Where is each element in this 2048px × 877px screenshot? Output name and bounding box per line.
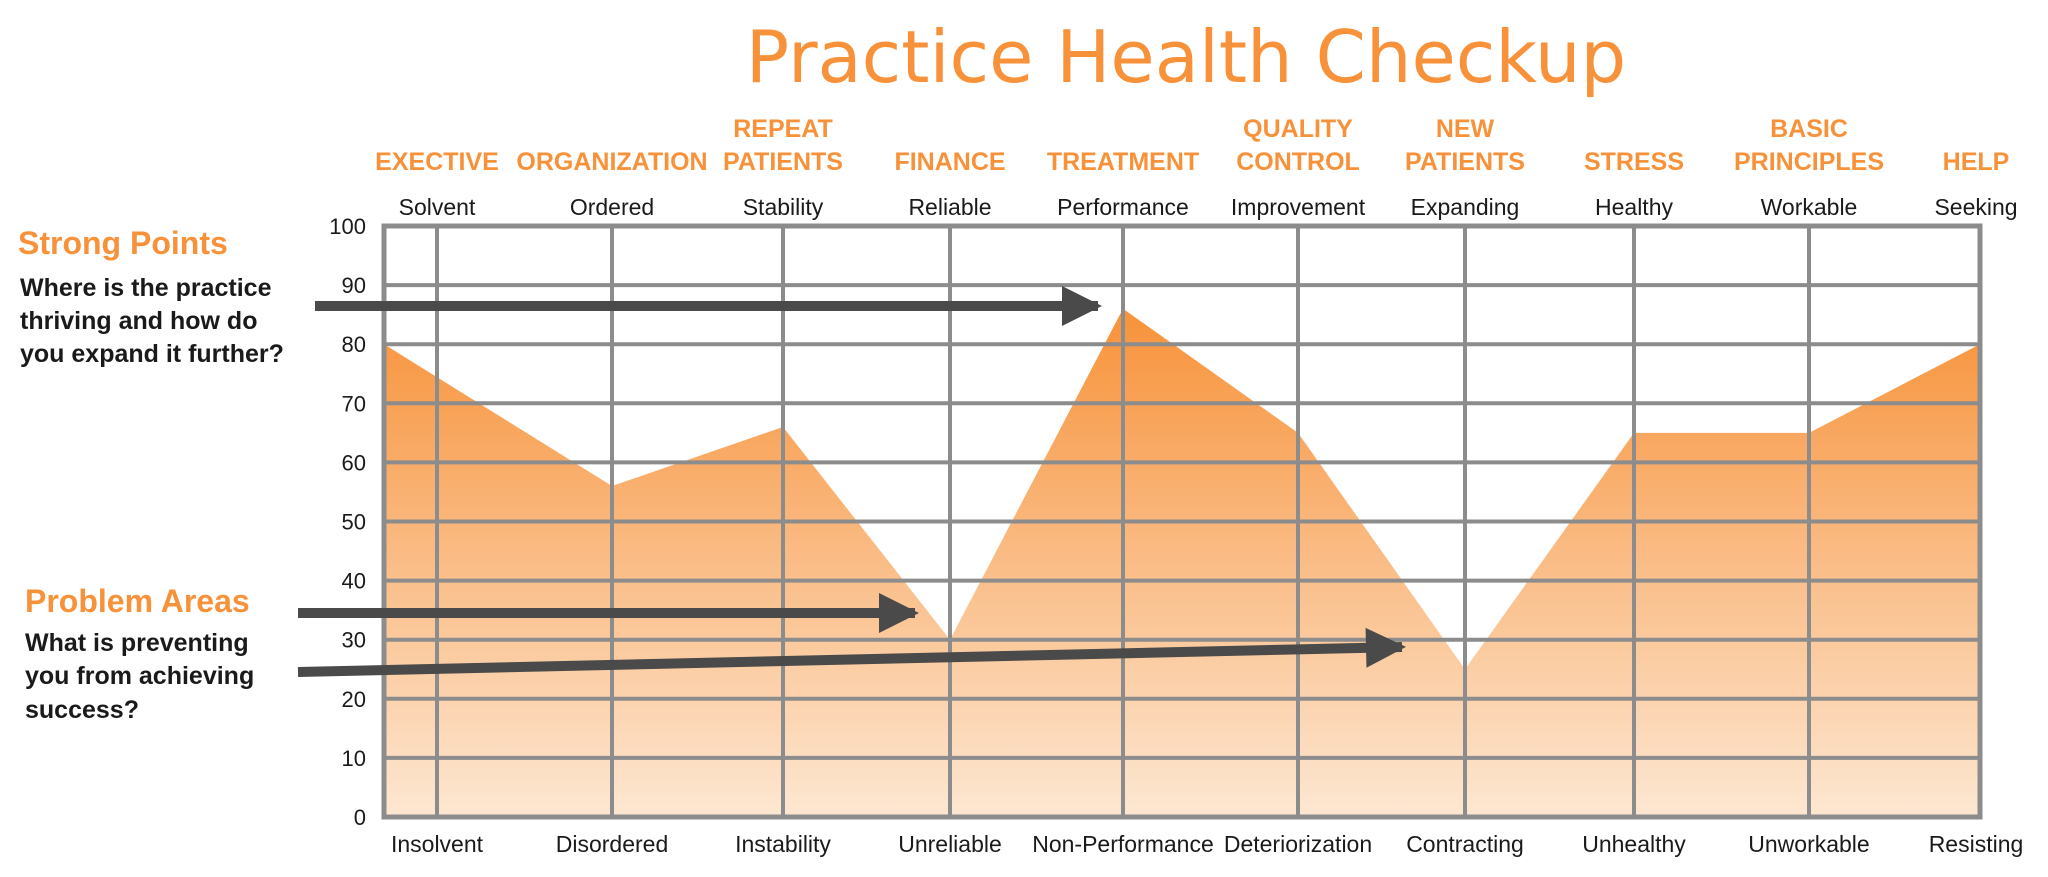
category-label: ORGANIZATION (516, 148, 707, 176)
strong-points-line-2: thriving and how do (20, 307, 257, 335)
problem-areas-line-1: What is preventing (25, 629, 249, 657)
category-label: PATIENTS (1405, 148, 1525, 176)
top-label: Stability (743, 194, 824, 220)
bottom-label: Resisting (1929, 831, 2024, 857)
category-label: TREATMENT (1047, 148, 1199, 176)
y-tick-label: 80 (342, 332, 366, 357)
top-label: Performance (1057, 194, 1189, 220)
category-label: PRINCIPLES (1734, 148, 1884, 176)
problem-areas-annotation: Problem Areas What is preventing you fro… (25, 583, 254, 724)
strong-points-heading: Strong Points (18, 225, 228, 261)
y-tick-label: 90 (342, 273, 366, 298)
y-tick-label: 10 (342, 746, 366, 771)
bottom-labels: Insolvent Disordered Instability Unreliable… (391, 831, 2023, 857)
bottom-label: Contracting (1406, 831, 1524, 857)
strong-points-line-1: Where is the practice (20, 274, 272, 302)
strong-points-annotation: Strong Points Where is the practice thri… (18, 225, 284, 368)
top-label: Seeking (1934, 194, 2017, 220)
problem-areas-line-3: success? (25, 696, 139, 724)
y-tick-label: 0 (354, 805, 366, 830)
category-label: BASIC (1770, 115, 1848, 143)
category-label: FINANCE (894, 148, 1005, 176)
top-label: Reliable (908, 194, 991, 220)
category-label: HELP (1943, 148, 2010, 176)
bottom-label: Unworkable (1748, 831, 1869, 857)
y-tick-label: 100 (329, 214, 366, 239)
problem-areas-heading: Problem Areas (25, 583, 250, 619)
category-label: EXECTIVE (375, 148, 499, 176)
y-tick-label: 60 (342, 450, 366, 475)
bottom-label: Non-Performance (1032, 831, 1214, 857)
top-label: Healthy (1595, 194, 1673, 220)
category-label: NEW (1436, 115, 1495, 143)
bottom-label: Insolvent (391, 831, 484, 857)
top-label: Solvent (399, 194, 476, 220)
area-series (384, 308, 1980, 817)
top-label: Expanding (1411, 194, 1520, 220)
plot-border (381, 223, 1983, 820)
y-tick-label: 20 (342, 687, 366, 712)
grid-lines (381, 223, 1983, 820)
top-label: Improvement (1231, 194, 1366, 220)
y-axis-ticks: 0 10 20 30 40 50 60 70 80 90 100 (329, 214, 366, 830)
top-label: Workable (1761, 194, 1858, 220)
category-label: PATIENTS (723, 148, 843, 176)
chart-title: Practice Health Checkup (746, 15, 1626, 99)
category-label: CONTROL (1236, 148, 1360, 176)
category-label: QUALITY (1243, 115, 1353, 143)
y-tick-label: 70 (342, 391, 366, 416)
bottom-label: Unhealthy (1582, 831, 1686, 857)
category-label: STRESS (1584, 148, 1684, 176)
problem-areas-line-2: you from achieving (25, 662, 254, 690)
top-label: Ordered (570, 194, 654, 220)
top-labels: Solvent Ordered Stability Reliable Performan… (399, 194, 2018, 220)
bottom-label: Unreliable (898, 831, 1002, 857)
bottom-label: Disordered (556, 831, 669, 857)
problem-arrow-new-patients (297, 627, 1406, 677)
y-tick-label: 50 (342, 510, 366, 535)
y-tick-label: 30 (342, 628, 366, 653)
bottom-label: Deteriorization (1224, 831, 1372, 857)
strong-points-line-3: you expand it further? (20, 340, 284, 368)
y-tick-label: 40 (342, 569, 366, 594)
category-labels: EXECTIVE ORGANIZATION REPEAT PATIENTS FINANC… (375, 115, 2009, 176)
bottom-label: Instability (735, 831, 831, 857)
category-label: REPEAT (733, 115, 833, 143)
